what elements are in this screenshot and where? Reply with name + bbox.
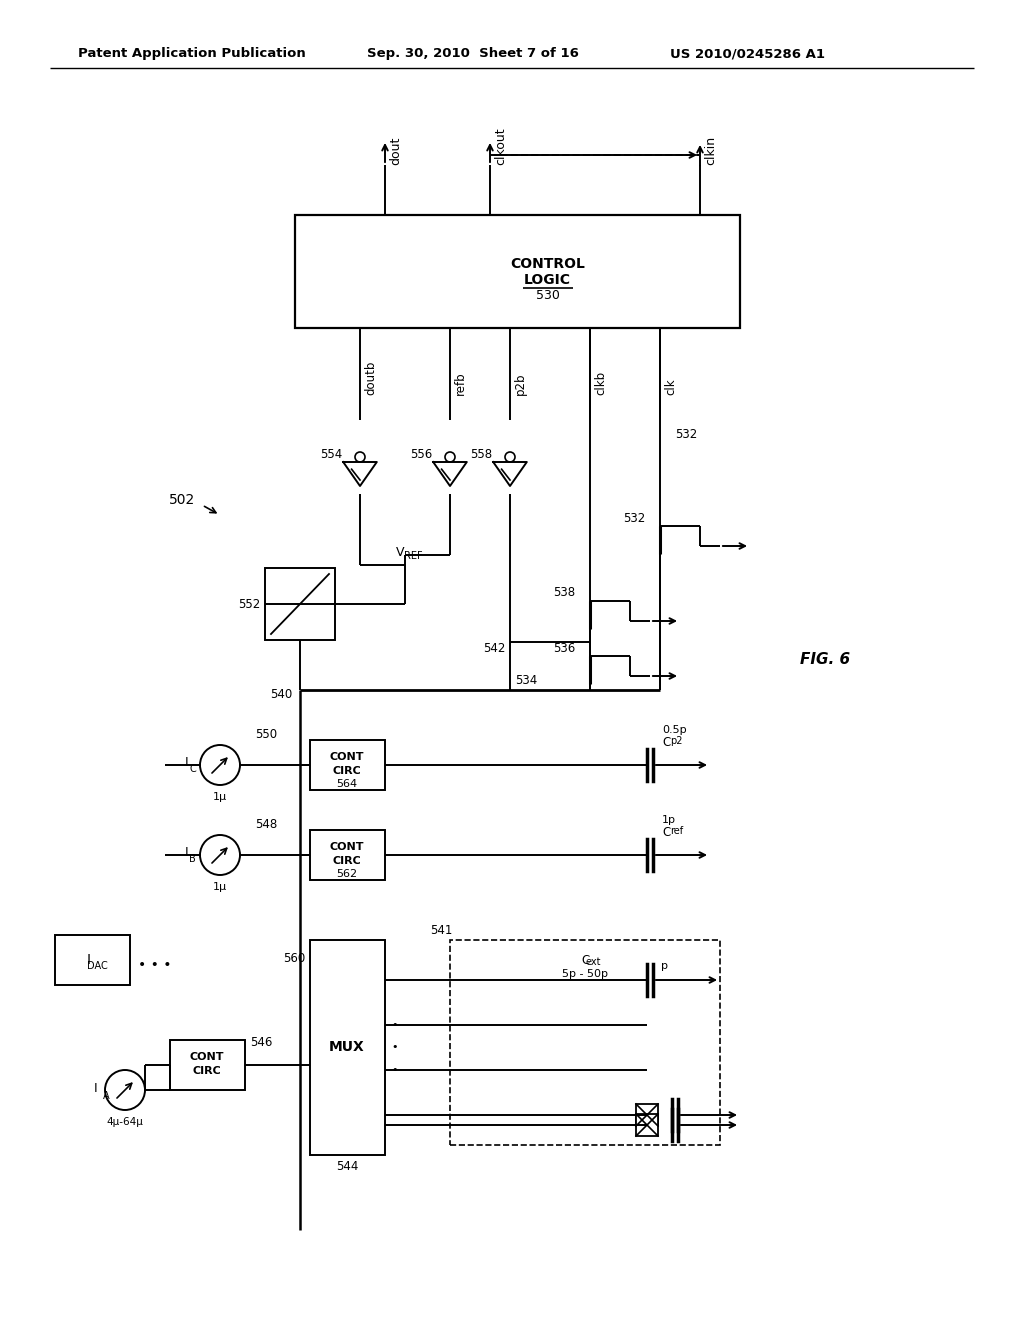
Text: ref: ref	[670, 826, 683, 836]
Bar	[295, 215, 740, 327]
Text: 546: 546	[250, 1036, 272, 1049]
Text: REF: REF	[403, 550, 422, 561]
Text: CIRC: CIRC	[193, 1067, 221, 1076]
Text: CONT: CONT	[189, 1052, 224, 1063]
Text: I: I	[184, 756, 188, 770]
Text: 562: 562	[337, 869, 357, 879]
Text: 5p - 50p: 5p - 50p	[562, 969, 608, 979]
Text: US 2010/0245286 A1: US 2010/0245286 A1	[670, 48, 825, 61]
Text: C: C	[581, 953, 589, 966]
Text: CIRC: CIRC	[333, 766, 361, 776]
Text: 548: 548	[255, 818, 278, 832]
Text: I: I	[184, 846, 188, 859]
Bar	[310, 940, 385, 1155]
Text: 1μ: 1μ	[213, 882, 227, 892]
Text: p: p	[662, 961, 669, 972]
Text: 564: 564	[337, 779, 357, 789]
Bar	[636, 1114, 658, 1137]
Bar	[170, 1040, 245, 1090]
Text: C: C	[189, 764, 196, 774]
Text: •: •	[392, 1041, 398, 1052]
Bar	[310, 741, 385, 789]
Bar	[450, 940, 720, 1144]
Text: 540: 540	[269, 689, 292, 701]
Text: 4μ-64μ: 4μ-64μ	[106, 1117, 143, 1127]
Text: B: B	[189, 854, 196, 865]
Text: •: •	[392, 1065, 398, 1074]
Text: CONT: CONT	[330, 752, 365, 762]
Text: 0.5p: 0.5p	[662, 725, 687, 735]
Bar	[265, 568, 335, 640]
Text: p2: p2	[670, 737, 683, 746]
Text: • • •: • • •	[138, 958, 172, 972]
Text: 532: 532	[675, 429, 697, 441]
Text: 532: 532	[623, 511, 645, 524]
Text: 558: 558	[470, 447, 492, 461]
Text: 534: 534	[515, 673, 538, 686]
Text: 1μ: 1μ	[213, 792, 227, 803]
Text: 538: 538	[553, 586, 575, 599]
Text: DAC: DAC	[87, 961, 108, 972]
Text: 536: 536	[553, 642, 575, 655]
Text: refb: refb	[454, 371, 467, 395]
Text: C: C	[662, 826, 671, 840]
Text: Sep. 30, 2010  Sheet 7 of 16: Sep. 30, 2010 Sheet 7 of 16	[367, 48, 579, 61]
Text: I: I	[93, 1081, 97, 1094]
Text: clkin: clkin	[705, 136, 717, 165]
Bar	[310, 830, 385, 880]
Text: FIG. 6: FIG. 6	[800, 652, 850, 668]
Text: 552: 552	[238, 598, 260, 610]
Text: clkb: clkb	[594, 371, 607, 395]
Text: doutb: doutb	[364, 360, 377, 395]
Text: V: V	[395, 545, 404, 558]
Text: CONT: CONT	[330, 842, 365, 851]
Text: CONTROL: CONTROL	[510, 256, 585, 271]
Text: 556: 556	[410, 447, 432, 461]
Bar	[636, 1104, 658, 1126]
Text: clk: clk	[664, 379, 677, 395]
Text: Patent Application Publication: Patent Application Publication	[78, 48, 306, 61]
Text: dout: dout	[389, 137, 402, 165]
Text: CIRC: CIRC	[333, 855, 361, 866]
Text: 541: 541	[430, 924, 453, 936]
Text: C: C	[662, 737, 671, 750]
Text: A: A	[103, 1092, 110, 1101]
Text: 502: 502	[169, 492, 195, 507]
Text: 554: 554	[319, 447, 342, 461]
Text: •: •	[392, 1020, 398, 1030]
Text: p2b: p2b	[514, 372, 527, 395]
Text: 544: 544	[336, 1160, 358, 1173]
Text: 550: 550	[255, 729, 278, 742]
Text: ext: ext	[586, 957, 601, 968]
Text: LOGIC: LOGIC	[524, 272, 571, 286]
Text: 542: 542	[482, 642, 505, 655]
Bar	[55, 935, 130, 985]
Text: clkout: clkout	[494, 127, 507, 165]
Text: I: I	[87, 953, 91, 968]
Text: MUX: MUX	[329, 1040, 365, 1053]
Text: 530: 530	[536, 289, 559, 302]
Text: 560: 560	[283, 952, 305, 965]
Text: 1p: 1p	[662, 814, 676, 825]
